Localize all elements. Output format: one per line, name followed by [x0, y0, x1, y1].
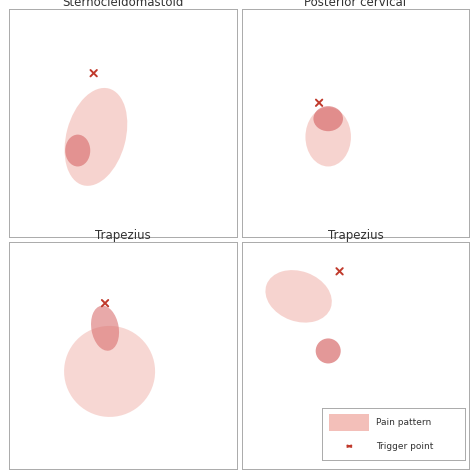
Title: Trapezius: Trapezius	[328, 229, 383, 242]
Ellipse shape	[265, 270, 332, 323]
Text: Trigger point: Trigger point	[376, 442, 434, 451]
Ellipse shape	[91, 306, 119, 351]
Bar	[329, 414, 369, 431]
Ellipse shape	[305, 107, 351, 166]
Ellipse shape	[316, 338, 341, 364]
Title: Trapezius: Trapezius	[95, 229, 151, 242]
Ellipse shape	[64, 326, 155, 417]
Ellipse shape	[64, 88, 128, 186]
Title: Posterior cervical: Posterior cervical	[304, 0, 407, 9]
Title: Sternocleidomastoid: Sternocleidomastoid	[63, 0, 184, 9]
Text: Pain pattern: Pain pattern	[376, 418, 432, 427]
Ellipse shape	[65, 135, 90, 166]
Ellipse shape	[313, 106, 343, 131]
